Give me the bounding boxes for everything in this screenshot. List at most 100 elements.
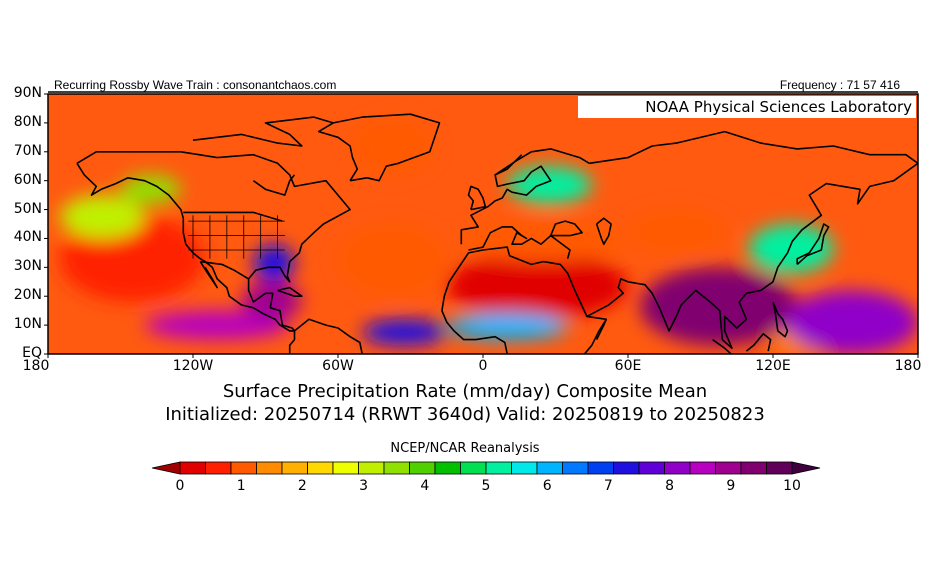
coastline-us-border-south: [200, 260, 250, 280]
lat-label: 90N: [13, 85, 42, 101]
lat-label: 30N: [13, 258, 42, 275]
lon-label: 60W: [322, 358, 354, 374]
colorbar-swatch: [256, 461, 283, 475]
colorbar-swatch: [511, 461, 538, 475]
colorbar-tick-label: 9: [726, 478, 736, 494]
colorbar-tick-label: 2: [297, 478, 307, 494]
lon-label: 60E: [614, 358, 642, 374]
colorbar-label: NCEP/NCAR Reanalysis: [390, 441, 540, 456]
coastline-asia-north: [589, 130, 918, 165]
coastline-hudson-bay: [252, 174, 296, 196]
lon-label: 120W: [172, 358, 214, 374]
colorbar-low-arrow: [151, 461, 181, 475]
colorbar-swatch: [205, 461, 232, 475]
region-west-pacific-wet: [785, 290, 918, 354]
colorbar-tick-label: 10: [783, 478, 801, 494]
colorbar-high-arrow: [791, 461, 821, 475]
coastline-mediterranean: [468, 226, 571, 259]
coastline-south-america: [294, 318, 363, 354]
lon-label: 120E: [755, 358, 791, 374]
colorbar-swatch: [230, 461, 257, 475]
colorbar-swatch: [587, 461, 614, 475]
chart-title-line2: Initialized: 20250714 (RRWT 3640d) Valid…: [165, 404, 765, 425]
coastline-us-states: [183, 211, 283, 222]
colorbar-swatch: [281, 461, 308, 475]
coastlines: [76, 113, 918, 354]
colorbar-tick-label: 7: [603, 478, 613, 494]
colorbar-swatch: [536, 461, 563, 475]
lat-label: 10N: [13, 316, 42, 333]
colorbar-tick-label: 6: [542, 478, 552, 494]
region-asian-monsoon-wet: [640, 267, 798, 346]
colorbar-tick-label: 5: [481, 478, 491, 494]
colorbar-swatch: [715, 461, 742, 475]
colorbar-swatch: [485, 461, 512, 475]
colorbar-swatch: [460, 461, 487, 475]
coastline-africa-west: [441, 310, 508, 354]
colorbar-swatch: [179, 461, 206, 475]
region-east-pacific-itcz-wet: [144, 310, 290, 340]
lat-label: 20N: [13, 287, 42, 304]
region-northern-europe-wet: [507, 166, 592, 204]
lat-label: EQ: [22, 345, 42, 361]
coastline-borneo: [745, 332, 772, 352]
colorbar: [151, 461, 821, 475]
colorbar-tick-label: 8: [665, 478, 675, 494]
coastline-canadian-arctic: [192, 116, 334, 147]
colorbar-tick-label: 0: [175, 478, 185, 494]
coastline-mexico-baja: [199, 261, 218, 289]
lon-label: 180: [894, 358, 922, 374]
coastline-sumatra-borneo: [712, 338, 733, 354]
colorbar-swatch: [434, 461, 461, 475]
region-sahara-arabia-dry: [446, 252, 628, 320]
region-atlantic-itcz-wet: [362, 319, 447, 346]
region-gulf-southeast-us-wet: [253, 244, 295, 282]
colorbar-swatch: [383, 461, 410, 475]
coastline-caspian: [595, 217, 612, 245]
lat-label: 40N: [13, 229, 42, 246]
region-central-asia-dry: [628, 209, 725, 253]
region-east-asia-wet: [748, 224, 834, 274]
coastline-europe: [460, 148, 590, 245]
org-label: NOAA Physical Sciences Laboratory: [578, 96, 916, 118]
axis-ticks: [44, 93, 919, 358]
colorbar-tick-label: 1: [236, 478, 246, 494]
colorbar-swatch: [638, 461, 665, 475]
colorbar-swatch: [613, 461, 640, 475]
colorbar-swatch: [358, 461, 385, 475]
colorbar-swatch: [740, 461, 767, 475]
coastline-greenland: [317, 113, 441, 182]
coastline-uk: [467, 185, 487, 211]
coastline-cuba: [277, 286, 303, 298]
coastline-asia-east: [721, 162, 918, 350]
lat-label: 70N: [13, 142, 42, 159]
coastline-india: [586, 278, 724, 340]
region-north-pacific-storm-wet: [60, 195, 145, 239]
precipitation-field: [60, 117, 918, 354]
header-right-text: Frequency : 71 57 416: [779, 78, 900, 92]
colorbar-swatch: [307, 461, 334, 475]
chart-title-line1: Surface Precipitation Rate (mm/day) Comp…: [222, 381, 708, 402]
lat-label: 50N: [13, 200, 42, 217]
colorbar-swatch: [409, 461, 436, 475]
colorbar-swatch: [664, 461, 691, 475]
coastline-south-america-west: [288, 330, 296, 354]
lat-label: 80N: [13, 113, 42, 130]
colorbar-swatch: [562, 461, 589, 475]
coastline-japan: [796, 223, 830, 265]
region-gulf-of-alaska-wet: [120, 174, 181, 204]
lat-label: 60N: [13, 171, 42, 188]
coastline-north-america: [76, 151, 351, 332]
lon-label: 180: [22, 358, 50, 374]
region-north-atlantic-dry: [338, 224, 447, 297]
colorbar-tick-label: 4: [420, 478, 430, 494]
region-greenland-dry: [350, 117, 435, 175]
coastline-madagascar-horn: [595, 318, 608, 340]
coastline-philippines: [772, 301, 789, 338]
region-west-africa-sahel-wet: [446, 313, 568, 340]
colorbar-swatch: [689, 461, 716, 475]
lon-label: 0: [478, 358, 488, 374]
coastline-black-sea: [549, 220, 583, 237]
colorbar-tick-label: 3: [359, 478, 369, 494]
